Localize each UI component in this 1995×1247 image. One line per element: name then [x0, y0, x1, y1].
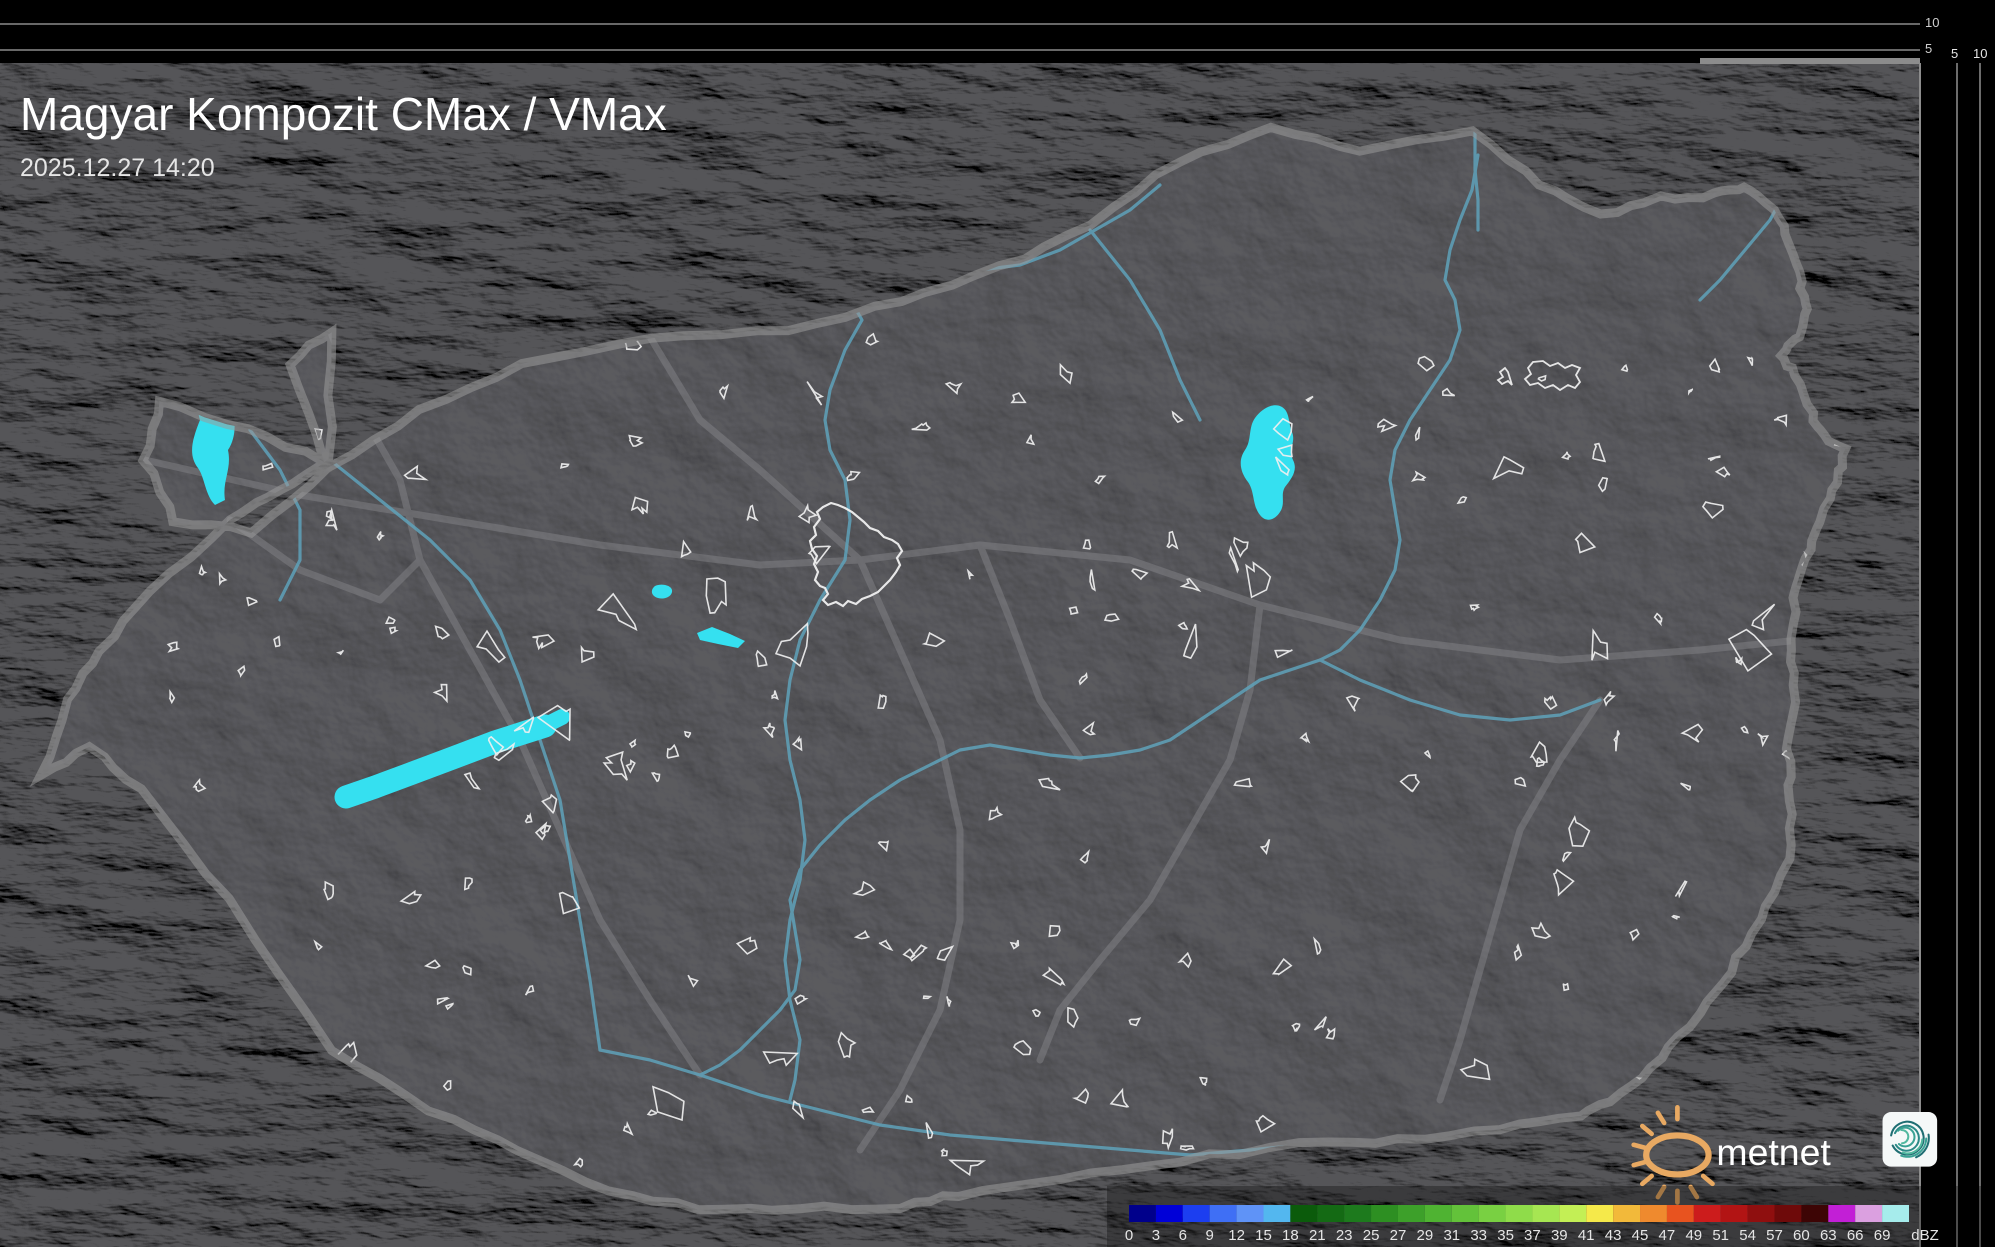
svg-text:51: 51	[1712, 1227, 1729, 1244]
svg-text:12: 12	[1228, 1227, 1245, 1244]
svg-text:60: 60	[1793, 1227, 1810, 1244]
svg-text:0: 0	[1125, 1227, 1133, 1244]
svg-text:54: 54	[1739, 1227, 1756, 1244]
svg-text:27: 27	[1390, 1227, 1407, 1244]
svg-text:Magyar Kompozit CMax / VMax: Magyar Kompozit CMax / VMax	[20, 88, 667, 140]
svg-text:33: 33	[1470, 1227, 1487, 1244]
svg-text:5: 5	[1951, 46, 1958, 61]
svg-text:3: 3	[1152, 1227, 1160, 1244]
svg-text:15: 15	[1255, 1227, 1272, 1244]
svg-text:57: 57	[1766, 1227, 1783, 1244]
svg-text:10: 10	[1973, 46, 1987, 61]
svg-text:49: 49	[1685, 1227, 1702, 1244]
svg-text:69: 69	[1874, 1227, 1891, 1244]
svg-text:21: 21	[1309, 1227, 1326, 1244]
svg-text:2025.12.27 14:20: 2025.12.27 14:20	[20, 154, 215, 182]
svg-text:18: 18	[1282, 1227, 1299, 1244]
svg-text:35: 35	[1497, 1227, 1514, 1244]
svg-text:metnet: metnet	[1716, 1131, 1831, 1173]
svg-text:39: 39	[1551, 1227, 1568, 1244]
svg-text:dBZ: dBZ	[1911, 1227, 1939, 1244]
svg-text:29: 29	[1417, 1227, 1434, 1244]
svg-text:5: 5	[1925, 41, 1932, 56]
svg-text:23: 23	[1336, 1227, 1353, 1244]
svg-text:45: 45	[1632, 1227, 1649, 1244]
svg-text:25: 25	[1363, 1227, 1380, 1244]
svg-text:41: 41	[1578, 1227, 1595, 1244]
svg-text:43: 43	[1605, 1227, 1622, 1244]
svg-text:66: 66	[1847, 1227, 1864, 1244]
svg-text:31: 31	[1443, 1227, 1460, 1244]
svg-text:6: 6	[1179, 1227, 1187, 1244]
svg-text:37: 37	[1524, 1227, 1541, 1244]
svg-text:47: 47	[1659, 1227, 1676, 1244]
svg-text:9: 9	[1206, 1227, 1214, 1244]
svg-text:10: 10	[1925, 15, 1939, 30]
svg-text:63: 63	[1820, 1227, 1837, 1244]
